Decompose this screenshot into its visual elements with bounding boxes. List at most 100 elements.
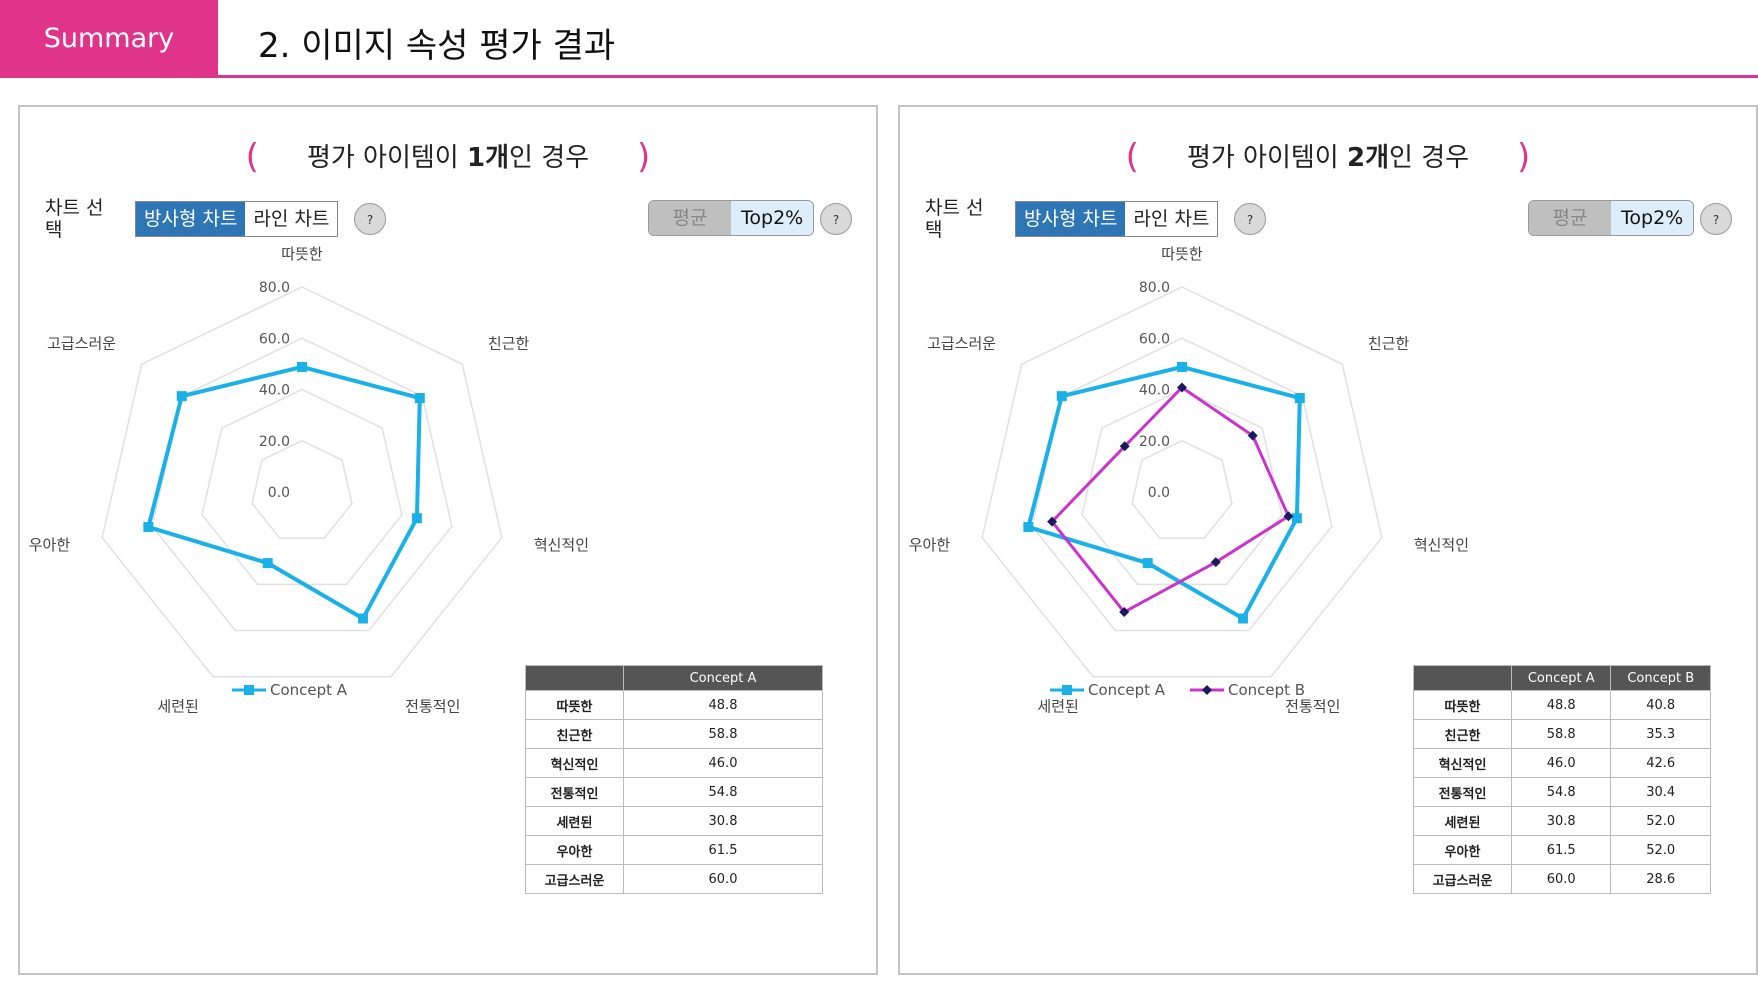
chart-select-label: 차트 선택 bbox=[925, 197, 984, 241]
grid-ring bbox=[1081, 388, 1283, 586]
top2-option[interactable]: Top2% bbox=[731, 201, 814, 235]
table-cell: 46.0 bbox=[623, 748, 823, 778]
table-row: 따뜻한 48.8 40.8 bbox=[1413, 690, 1711, 720]
series-line bbox=[145, 364, 422, 622]
row-label: 고급스러운 bbox=[1413, 864, 1512, 894]
help-icon[interactable]: ? bbox=[820, 203, 852, 235]
bracket-left-icon: ( bbox=[1125, 137, 1139, 177]
chart-type-toggle: 방사형 차트 라인 차트 bbox=[135, 201, 339, 237]
grid-ring bbox=[151, 337, 453, 632]
table-header-cell bbox=[525, 665, 624, 691]
chart-select-label: 차트 선택 bbox=[45, 197, 104, 241]
page-title: 2. 이미지 속성 평가 결과 bbox=[258, 26, 616, 66]
legend-label: Concept A bbox=[1088, 681, 1166, 699]
table-header-cell: Concept A bbox=[1510, 665, 1612, 691]
axis-label: 친근한 bbox=[1368, 335, 1410, 353]
tick-label: 80.0 bbox=[259, 280, 290, 296]
summary-tab[interactable]: Summary bbox=[0, 0, 218, 76]
data-point bbox=[1119, 607, 1130, 618]
help-icon[interactable]: ? bbox=[354, 203, 386, 235]
data-point bbox=[1294, 393, 1305, 404]
panel-title-suffix: 인 경우 bbox=[509, 143, 590, 173]
table-header-row: Concept A Concept B bbox=[1413, 665, 1711, 691]
legend-label: Concept B bbox=[1228, 681, 1305, 699]
line-chart-option[interactable]: 라인 차트 bbox=[1133, 208, 1210, 230]
table-header-row: Concept A bbox=[525, 665, 823, 691]
tick-label: 80.0 bbox=[1139, 280, 1170, 296]
radar-chart-option[interactable]: 방사형 차트 bbox=[1016, 202, 1126, 236]
axis-label: 혁신적인 bbox=[534, 536, 589, 554]
average-option[interactable]: 평균 bbox=[1529, 201, 1611, 235]
stat-toggle: 평균 Top2% bbox=[1528, 200, 1695, 236]
table-row: 고급스러운 60.0 bbox=[525, 864, 823, 894]
table-cell: 61.5 bbox=[1510, 835, 1612, 865]
table-row: 전통적인 54.8 30.4 bbox=[1413, 777, 1711, 807]
help-icon[interactable]: ? bbox=[1234, 203, 1266, 235]
tick-label: 0.0 bbox=[1148, 485, 1170, 501]
panel-title: (평가 아이템이 2개인 경우) bbox=[900, 137, 1756, 177]
legend-marker bbox=[1202, 685, 1212, 695]
table-cell: 42.6 bbox=[1610, 748, 1711, 778]
table-cell: 60.0 bbox=[623, 864, 823, 894]
panel-title: (평가 아이템이 1개인 경우) bbox=[20, 137, 876, 177]
row-label: 고급스러운 bbox=[525, 864, 624, 894]
table-cell: 61.5 bbox=[623, 835, 823, 865]
table-row: 세련된 30.8 bbox=[525, 806, 823, 836]
table-row: 전통적인 54.8 bbox=[525, 777, 823, 807]
grid-ring bbox=[1031, 337, 1333, 632]
table-cell: 52.0 bbox=[1610, 806, 1711, 836]
panel-two-items: (평가 아이템이 2개인 경우) 차트 선택 방사형 차트 라인 차트 ? 평균… bbox=[898, 105, 1758, 975]
table-cell: 30.4 bbox=[1610, 777, 1711, 807]
table-cell: 54.8 bbox=[623, 777, 823, 807]
table-row: 따뜻한 48.8 bbox=[525, 690, 823, 720]
tick-label: 20.0 bbox=[1139, 434, 1170, 450]
table-cell: 35.3 bbox=[1610, 719, 1711, 749]
data-point bbox=[1023, 522, 1034, 533]
series-line bbox=[1050, 385, 1291, 614]
help-icon[interactable]: ? bbox=[1700, 203, 1732, 235]
grid-ring bbox=[1131, 439, 1233, 539]
axis-label: 세련된 bbox=[1037, 697, 1078, 715]
row-label: 전통적인 bbox=[525, 777, 624, 807]
panel-title-prefix: 평가 아이템이 bbox=[1186, 143, 1347, 173]
table-cell: 58.8 bbox=[623, 719, 823, 749]
top2-option[interactable]: Top2% bbox=[1611, 201, 1694, 235]
grid-ring bbox=[251, 439, 353, 539]
line-chart-option[interactable]: 라인 차트 bbox=[253, 208, 330, 230]
data-point bbox=[1177, 361, 1187, 372]
table-cell: 30.8 bbox=[623, 806, 823, 836]
data-point bbox=[1177, 382, 1187, 393]
bracket-right-icon: ) bbox=[637, 137, 651, 177]
table-cell: 30.8 bbox=[1510, 806, 1612, 836]
radar-chart-option[interactable]: 방사형 차트 bbox=[136, 202, 246, 236]
tick-label: 20.0 bbox=[259, 434, 290, 450]
tick-label: 0.0 bbox=[268, 485, 290, 501]
data-point bbox=[1142, 558, 1153, 569]
row-label: 따뜻한 bbox=[525, 690, 624, 720]
data-point bbox=[297, 361, 307, 372]
axis-label: 전통적인 bbox=[405, 697, 460, 715]
row-label: 우아한 bbox=[525, 835, 624, 865]
data-point bbox=[262, 558, 273, 569]
data-table: Concept A 따뜻한 48.8 친근한 58.8 혁신적인 46.0 전통적인 54.8 세… bbox=[525, 665, 823, 894]
tick-label: 60.0 bbox=[259, 331, 290, 347]
table-cell: 54.8 bbox=[1510, 777, 1612, 807]
table-row: 친근한 58.8 35.3 bbox=[1413, 719, 1711, 749]
grid-ring bbox=[201, 388, 403, 586]
grid-ring bbox=[101, 286, 503, 678]
bracket-left-icon: ( bbox=[245, 137, 259, 177]
axis-label: 우아한 bbox=[909, 536, 951, 554]
header-divider bbox=[0, 75, 1758, 78]
table-header-cell: Concept B bbox=[1610, 665, 1711, 691]
data-point bbox=[414, 393, 425, 404]
average-option[interactable]: 평균 bbox=[649, 201, 731, 235]
tick-label: 40.0 bbox=[259, 383, 290, 399]
table-row: 세련된 30.8 52.0 bbox=[1413, 806, 1711, 836]
table-row: 우아한 61.5 52.0 bbox=[1413, 835, 1711, 865]
data-point bbox=[357, 613, 368, 624]
panel-title-suffix: 인 경우 bbox=[1389, 143, 1470, 173]
table-header-cell: Concept A bbox=[623, 665, 823, 691]
data-point bbox=[1047, 516, 1058, 527]
row-label: 세련된 bbox=[1413, 806, 1512, 836]
